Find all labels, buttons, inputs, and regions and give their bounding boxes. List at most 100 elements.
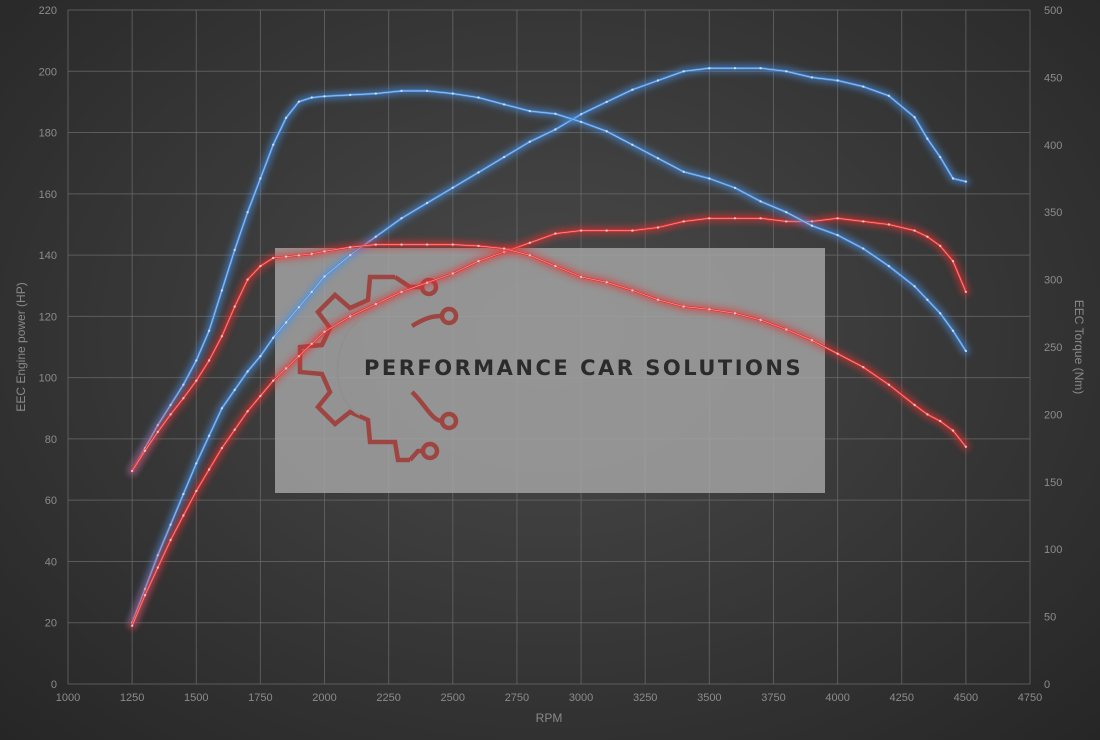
series-3-point: [733, 312, 737, 315]
series-3-point: [425, 243, 429, 246]
series-1-point: [733, 217, 737, 220]
series-3-point: [451, 243, 454, 246]
x-axis-title: RPM: [536, 711, 563, 725]
watermark-panel: [275, 248, 825, 493]
series-2-point: [528, 109, 531, 113]
series-3-point: [656, 298, 660, 301]
logo-arc: [336, 319, 361, 416]
series-3-point: [477, 244, 480, 248]
y-tick-label: 20: [45, 618, 57, 630]
y-tick-label: 180: [39, 128, 57, 140]
x-tick-label: 3250: [633, 692, 657, 704]
series-1-point: [939, 244, 942, 248]
series-0-point: [400, 217, 403, 220]
series-3-point: [862, 366, 865, 369]
series-0-point: [272, 336, 275, 339]
y2-tick-label: 50: [1044, 612, 1056, 624]
series-3-point: [349, 246, 352, 249]
series-2-point: [297, 100, 301, 103]
series-lines: [128, 64, 970, 630]
series-1-point: [964, 290, 968, 294]
series-0-point: [323, 275, 326, 278]
series-2-point: [374, 92, 377, 95]
series-0-point: [310, 290, 313, 294]
series-0-point: [220, 407, 224, 410]
series-0-point: [656, 79, 660, 82]
series-3-point: [502, 247, 506, 250]
series-2-point: [400, 89, 403, 93]
series-3-point: [810, 339, 814, 342]
y-tick-label: 40: [45, 556, 57, 568]
series-1-point: [605, 229, 608, 232]
y2-axis-title: EEC Torque (Nm): [1072, 300, 1086, 394]
series-0-point: [528, 140, 531, 143]
series-2-point: [477, 96, 480, 99]
series-0-point: [605, 100, 608, 104]
series-1-point: [349, 315, 352, 318]
series-0-point: [374, 235, 377, 238]
series-1-point: [169, 538, 172, 542]
series-0-point: [887, 94, 891, 98]
series-1-point: [554, 232, 557, 235]
series-2-point: [939, 312, 942, 315]
series-0-point: [708, 67, 711, 70]
series-0-point: [631, 88, 634, 91]
x-tick-label: 1750: [248, 692, 272, 704]
series-0-point: [862, 85, 865, 88]
series-2-point: [259, 177, 262, 180]
series-1-point: [195, 489, 198, 493]
series-0-point: [951, 177, 955, 180]
series-0-point: [156, 554, 159, 557]
y2-tick-label: 200: [1044, 409, 1062, 421]
series-1-point: [926, 235, 929, 238]
series-3-point: [207, 359, 211, 362]
series-3-point: [964, 445, 968, 448]
series-1-point: [182, 514, 185, 517]
series-3-point: [939, 419, 942, 423]
y-tick-label: 0: [51, 679, 57, 691]
series-1-point: [130, 624, 134, 627]
series-3-point: [554, 264, 557, 268]
series-2-point: [284, 116, 288, 120]
series-0-point: [502, 155, 506, 159]
y2-tick-label: 0: [1044, 679, 1050, 691]
x-tick-label: 2250: [376, 692, 400, 704]
series-2-point: [836, 233, 839, 237]
y-axis-title: EEC Engine power (HP): [14, 282, 28, 411]
series-3-point: [528, 254, 531, 257]
y-tick-label: 220: [39, 5, 57, 17]
series-0-point: [926, 137, 929, 140]
series-0-point: [579, 113, 583, 116]
series-2-point: [887, 264, 891, 268]
series-1-point: [913, 229, 916, 232]
y-tick-label: 120: [39, 311, 57, 323]
series-3-point: [195, 379, 198, 382]
series-2-point: [631, 143, 634, 146]
series-0-point: [207, 434, 211, 437]
series-1-point: [156, 566, 159, 569]
series-3-point: [220, 335, 224, 338]
series-1-point: [631, 229, 634, 232]
series-0-point: [913, 116, 916, 119]
x-tick-label: 1000: [56, 692, 80, 704]
series-1-point: [656, 226, 660, 229]
series-1-point: [400, 290, 403, 294]
series-0-point: [297, 306, 301, 309]
series-2-point: [785, 211, 788, 214]
series-2-point: [862, 247, 865, 250]
series-0-point: [425, 201, 429, 205]
series-1-point: [310, 342, 313, 346]
series-1-point: [862, 220, 865, 223]
x-tick-label: 2750: [505, 692, 529, 704]
series-3-point: [130, 469, 134, 473]
series-0-point: [246, 370, 249, 373]
series-1-point: [220, 446, 224, 450]
series-2-point: [182, 383, 185, 386]
series-1-point: [272, 379, 275, 382]
y-tick-label: 100: [39, 373, 57, 385]
x-tick-label: 3500: [697, 692, 721, 704]
x-tick-label: 1250: [120, 692, 144, 704]
series-0-point: [810, 76, 814, 79]
series-2-point: [349, 93, 352, 97]
series-1-point: [246, 410, 249, 413]
